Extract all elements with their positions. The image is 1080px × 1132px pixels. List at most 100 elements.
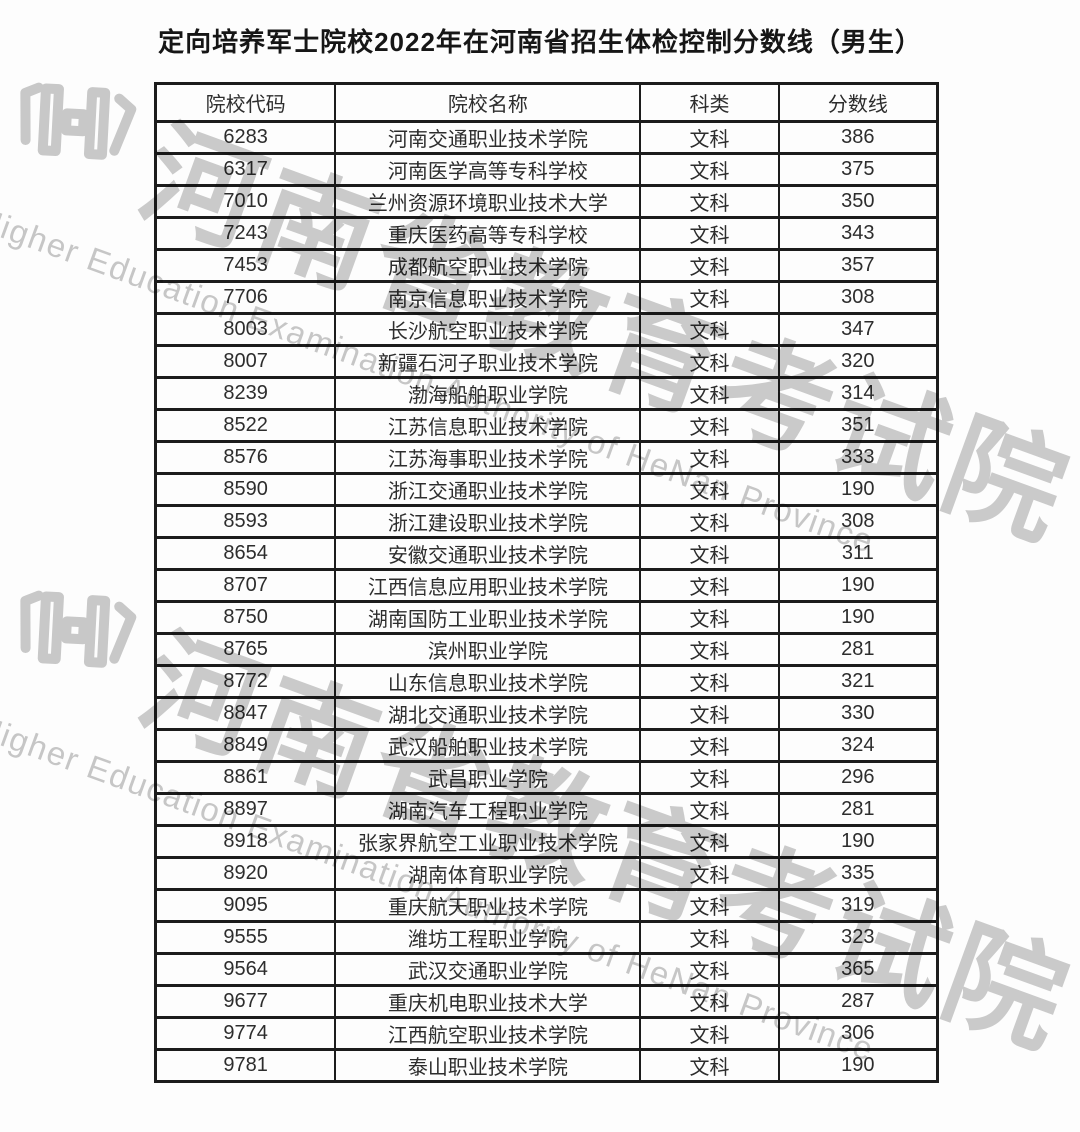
college-code-cell: 8576 bbox=[154, 440, 337, 475]
score-cell: 343 bbox=[777, 216, 939, 251]
college-code-cell: 7706 bbox=[154, 280, 337, 315]
college-code-cell: 9677 bbox=[154, 984, 337, 1019]
college-code-cell: 9781 bbox=[154, 1048, 337, 1083]
college-code-cell: 8007 bbox=[154, 344, 337, 379]
category-cell: 文科 bbox=[639, 184, 780, 219]
college-name-cell: 重庆机电职业技术大学 bbox=[334, 984, 642, 1019]
table-row: 9555 潍坊工程职业学院 文科 323 bbox=[154, 920, 939, 955]
college-code-cell: 7243 bbox=[154, 216, 337, 251]
college-code-cell: 7453 bbox=[154, 248, 337, 283]
category-cell: 文科 bbox=[639, 1048, 780, 1083]
category-cell: 文科 bbox=[639, 344, 780, 379]
score-cell: 190 bbox=[777, 824, 939, 859]
score-cell: 323 bbox=[777, 920, 939, 955]
table-row: 8707 江西信息应用职业技术学院 文科 190 bbox=[154, 568, 939, 603]
college-code-cell: 8593 bbox=[154, 504, 337, 539]
college-code-cell: 8590 bbox=[154, 472, 337, 507]
college-name-cell: 江西航空职业技术学院 bbox=[334, 1016, 642, 1051]
college-code-cell: 8847 bbox=[154, 696, 337, 731]
category-cell: 文科 bbox=[639, 696, 780, 731]
category-cell: 文科 bbox=[639, 472, 780, 507]
score-cell: 281 bbox=[777, 792, 939, 827]
score-cell: 190 bbox=[777, 600, 939, 635]
table-row: 9781 泰山职业技术学院 文科 190 bbox=[154, 1048, 939, 1083]
score-cell: 375 bbox=[777, 152, 939, 187]
score-cell: 333 bbox=[777, 440, 939, 475]
table-row: 8007 新疆石河子职业技术学院 文科 320 bbox=[154, 344, 939, 379]
category-cell: 文科 bbox=[639, 536, 780, 571]
table-row: 8849 武汉船舶职业技术学院 文科 324 bbox=[154, 728, 939, 763]
college-name-cell: 湖北交通职业技术学院 bbox=[334, 696, 642, 731]
score-cell: 287 bbox=[777, 984, 939, 1019]
college-name-cell: 安徽交通职业技术学院 bbox=[334, 536, 642, 571]
college-name-cell: 重庆医药高等专科学校 bbox=[334, 216, 642, 251]
table-row: 8920 湖南体育职业学院 文科 335 bbox=[154, 856, 939, 891]
college-code-cell: 8654 bbox=[154, 536, 337, 571]
category-cell: 文科 bbox=[639, 952, 780, 987]
category-cell: 文科 bbox=[639, 120, 780, 155]
college-code-cell: 8772 bbox=[154, 664, 337, 699]
college-name-cell: 重庆航天职业技术学院 bbox=[334, 888, 642, 923]
college-name-cell: 浙江交通职业技术学院 bbox=[334, 472, 642, 507]
college-code-cell: 8765 bbox=[154, 632, 337, 667]
college-name-cell: 河南医学高等专科学校 bbox=[334, 152, 642, 187]
category-cell: 文科 bbox=[639, 632, 780, 667]
score-cell: 319 bbox=[777, 888, 939, 923]
table-row: 8847 湖北交通职业技术学院 文科 330 bbox=[154, 696, 939, 731]
heea-logo-icon bbox=[20, 82, 137, 160]
score-cell: 190 bbox=[777, 568, 939, 603]
category-cell: 文科 bbox=[639, 152, 780, 187]
table-row: 7706 南京信息职业技术学院 文科 308 bbox=[154, 280, 939, 315]
category-cell: 文科 bbox=[639, 216, 780, 251]
college-name-cell: 潍坊工程职业学院 bbox=[334, 920, 642, 955]
category-cell: 文科 bbox=[639, 248, 780, 283]
header-category: 科类 bbox=[639, 82, 780, 123]
table-row: 8593 浙江建设职业技术学院 文科 308 bbox=[154, 504, 939, 539]
score-cell: 308 bbox=[777, 504, 939, 539]
category-cell: 文科 bbox=[639, 408, 780, 443]
scores-table: 院校代码 院校名称 科类 分数线 6283 河南交通职业技术学院 文科 386 6317… bbox=[154, 82, 939, 1083]
table-row: 8897 湖南汽车工程职业学院 文科 281 bbox=[154, 792, 939, 827]
score-cell: 357 bbox=[777, 248, 939, 283]
college-code-cell: 6317 bbox=[154, 152, 337, 187]
category-cell: 文科 bbox=[639, 984, 780, 1019]
score-cell: 350 bbox=[777, 184, 939, 219]
college-code-cell: 6283 bbox=[154, 120, 337, 155]
table-row: 8765 滨州职业学院 文科 281 bbox=[154, 632, 939, 667]
college-name-cell: 河南交通职业技术学院 bbox=[334, 120, 642, 155]
college-name-cell: 江苏海事职业技术学院 bbox=[334, 440, 642, 475]
table-body: 6283 河南交通职业技术学院 文科 386 6317 河南医学高等专科学校 文科 375 70… bbox=[154, 120, 939, 1083]
category-cell: 文科 bbox=[639, 280, 780, 315]
score-cell: 311 bbox=[777, 536, 939, 571]
category-cell: 文科 bbox=[639, 600, 780, 635]
header-score-line: 分数线 bbox=[777, 82, 939, 123]
score-cell: 335 bbox=[777, 856, 939, 891]
college-code-cell: 9095 bbox=[154, 888, 337, 923]
category-cell: 文科 bbox=[639, 568, 780, 603]
category-cell: 文科 bbox=[639, 920, 780, 955]
college-code-cell: 8522 bbox=[154, 408, 337, 443]
category-cell: 文科 bbox=[639, 856, 780, 891]
header-college-name: 院校名称 bbox=[334, 82, 642, 123]
table-row: 9564 武汉交通职业学院 文科 365 bbox=[154, 952, 939, 987]
category-cell: 文科 bbox=[639, 504, 780, 539]
college-name-cell: 武汉交通职业学院 bbox=[334, 952, 642, 987]
college-name-cell: 南京信息职业技术学院 bbox=[334, 280, 642, 315]
college-name-cell: 湖南汽车工程职业学院 bbox=[334, 792, 642, 827]
category-cell: 文科 bbox=[639, 824, 780, 859]
college-name-cell: 新疆石河子职业技术学院 bbox=[334, 344, 642, 379]
header-college-code: 院校代码 bbox=[154, 82, 337, 123]
table-row: 8654 安徽交通职业技术学院 文科 311 bbox=[154, 536, 939, 571]
score-cell: 347 bbox=[777, 312, 939, 347]
college-name-cell: 武汉船舶职业技术学院 bbox=[334, 728, 642, 763]
college-code-cell: 9564 bbox=[154, 952, 337, 987]
college-name-cell: 兰州资源环境职业技术大学 bbox=[334, 184, 642, 219]
table-row: 8003 长沙航空职业技术学院 文科 347 bbox=[154, 312, 939, 347]
college-name-cell: 山东信息职业技术学院 bbox=[334, 664, 642, 699]
college-name-cell: 湖南国防工业职业技术学院 bbox=[334, 600, 642, 635]
score-cell: 321 bbox=[777, 664, 939, 699]
score-cell: 324 bbox=[777, 728, 939, 763]
category-cell: 文科 bbox=[639, 1016, 780, 1051]
college-name-cell: 泰山职业技术学院 bbox=[334, 1048, 642, 1083]
